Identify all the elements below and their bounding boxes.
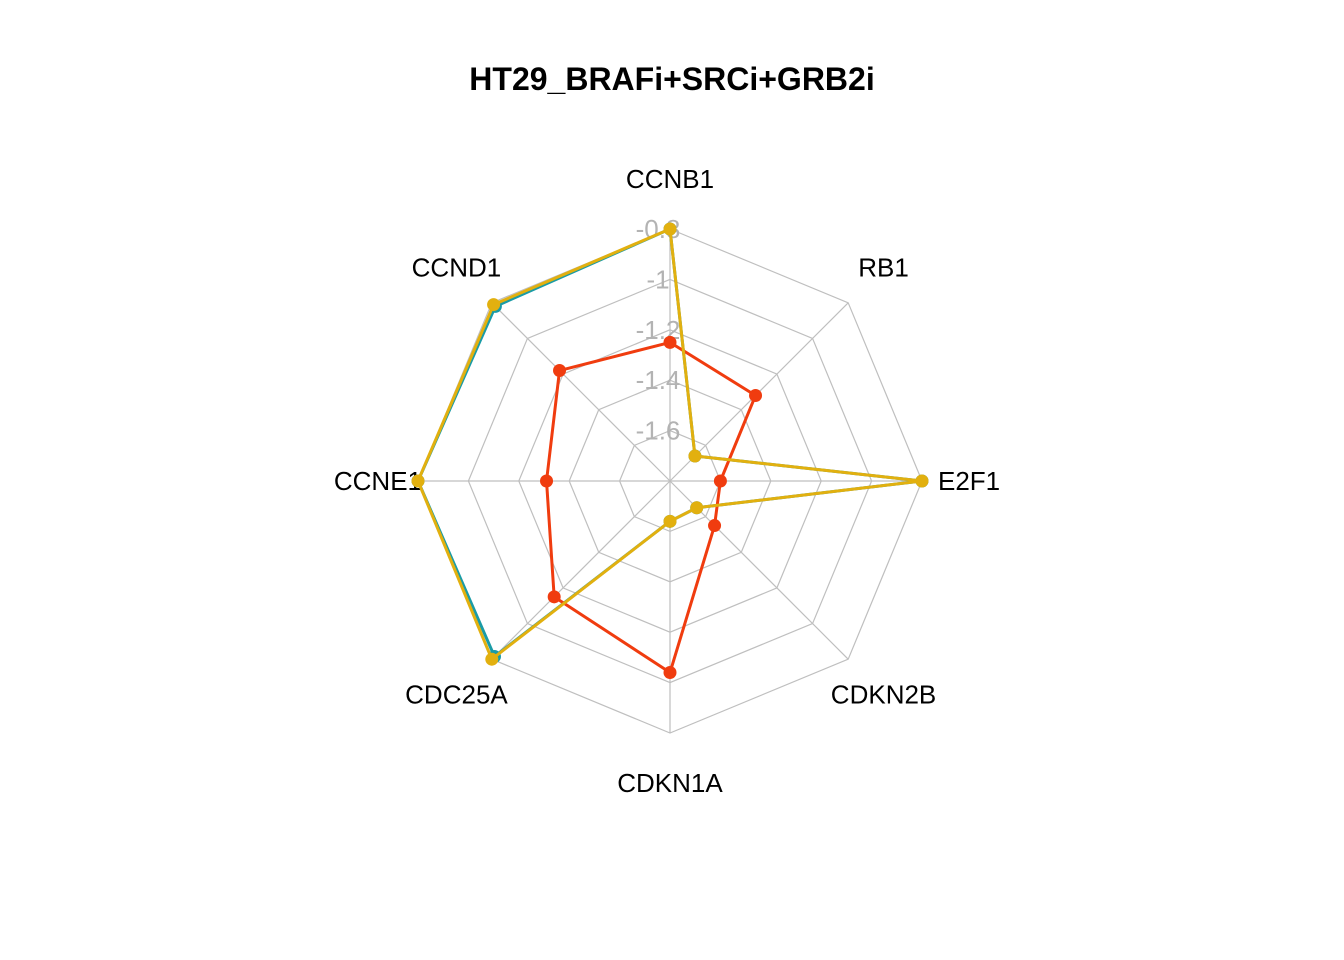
grid	[417, 228, 923, 734]
data-point-e2f1	[713, 474, 727, 488]
axis-label-ccne1: CCNE1	[334, 466, 422, 496]
data-point-ccnd1	[553, 364, 567, 378]
tick-label: -1.6	[636, 416, 681, 446]
data-point-ccne1	[540, 474, 554, 488]
tick-label: -1	[646, 264, 669, 294]
grid-spoke	[491, 480, 671, 660]
axis-label-cdc25a: CDC25A	[405, 680, 508, 710]
series-3	[411, 222, 929, 666]
data-point-rb1	[749, 388, 763, 402]
series	[411, 222, 929, 680]
data-point-cdkn2b	[690, 501, 704, 515]
data-point-e2f1	[915, 474, 929, 488]
chart-title: HT29_BRAFi+SRCi+GRB2i	[469, 61, 874, 97]
data-point-ccnb1	[663, 335, 677, 349]
axis-label-cdkn2b: CDKN2B	[831, 680, 936, 710]
grid-spoke	[491, 302, 671, 482]
tick-labels: -0.8-1-1.2-1.4-1.6	[636, 214, 681, 446]
data-point-cdc25a	[485, 652, 499, 666]
series-2	[540, 335, 763, 680]
data-point-cdc25a	[547, 590, 561, 604]
data-point-cdkn1a	[663, 514, 677, 528]
data-point-rb1	[688, 449, 702, 463]
data-point-ccnd1	[487, 298, 501, 312]
tick-label: -1.4	[636, 365, 681, 395]
axis-label-e2f1: E2F1	[938, 466, 1000, 496]
data-point-ccnb1	[663, 222, 677, 236]
axis-labels: CCNB1 RB1 E2F1 CDKN2B CDKN1A CDC25A CCNE1 CCND1	[334, 164, 1000, 798]
axis-label-ccnb1: CCNB1	[626, 164, 714, 194]
data-point-ccne1	[411, 474, 425, 488]
axis-label-rb1: RB1	[858, 252, 909, 282]
data-point-cdkn1a	[663, 666, 677, 680]
axis-label-cdkn1a: CDKN1A	[617, 768, 723, 798]
axis-label-ccnd1: CCND1	[412, 252, 502, 282]
data-point-cdkn2b	[708, 519, 722, 533]
